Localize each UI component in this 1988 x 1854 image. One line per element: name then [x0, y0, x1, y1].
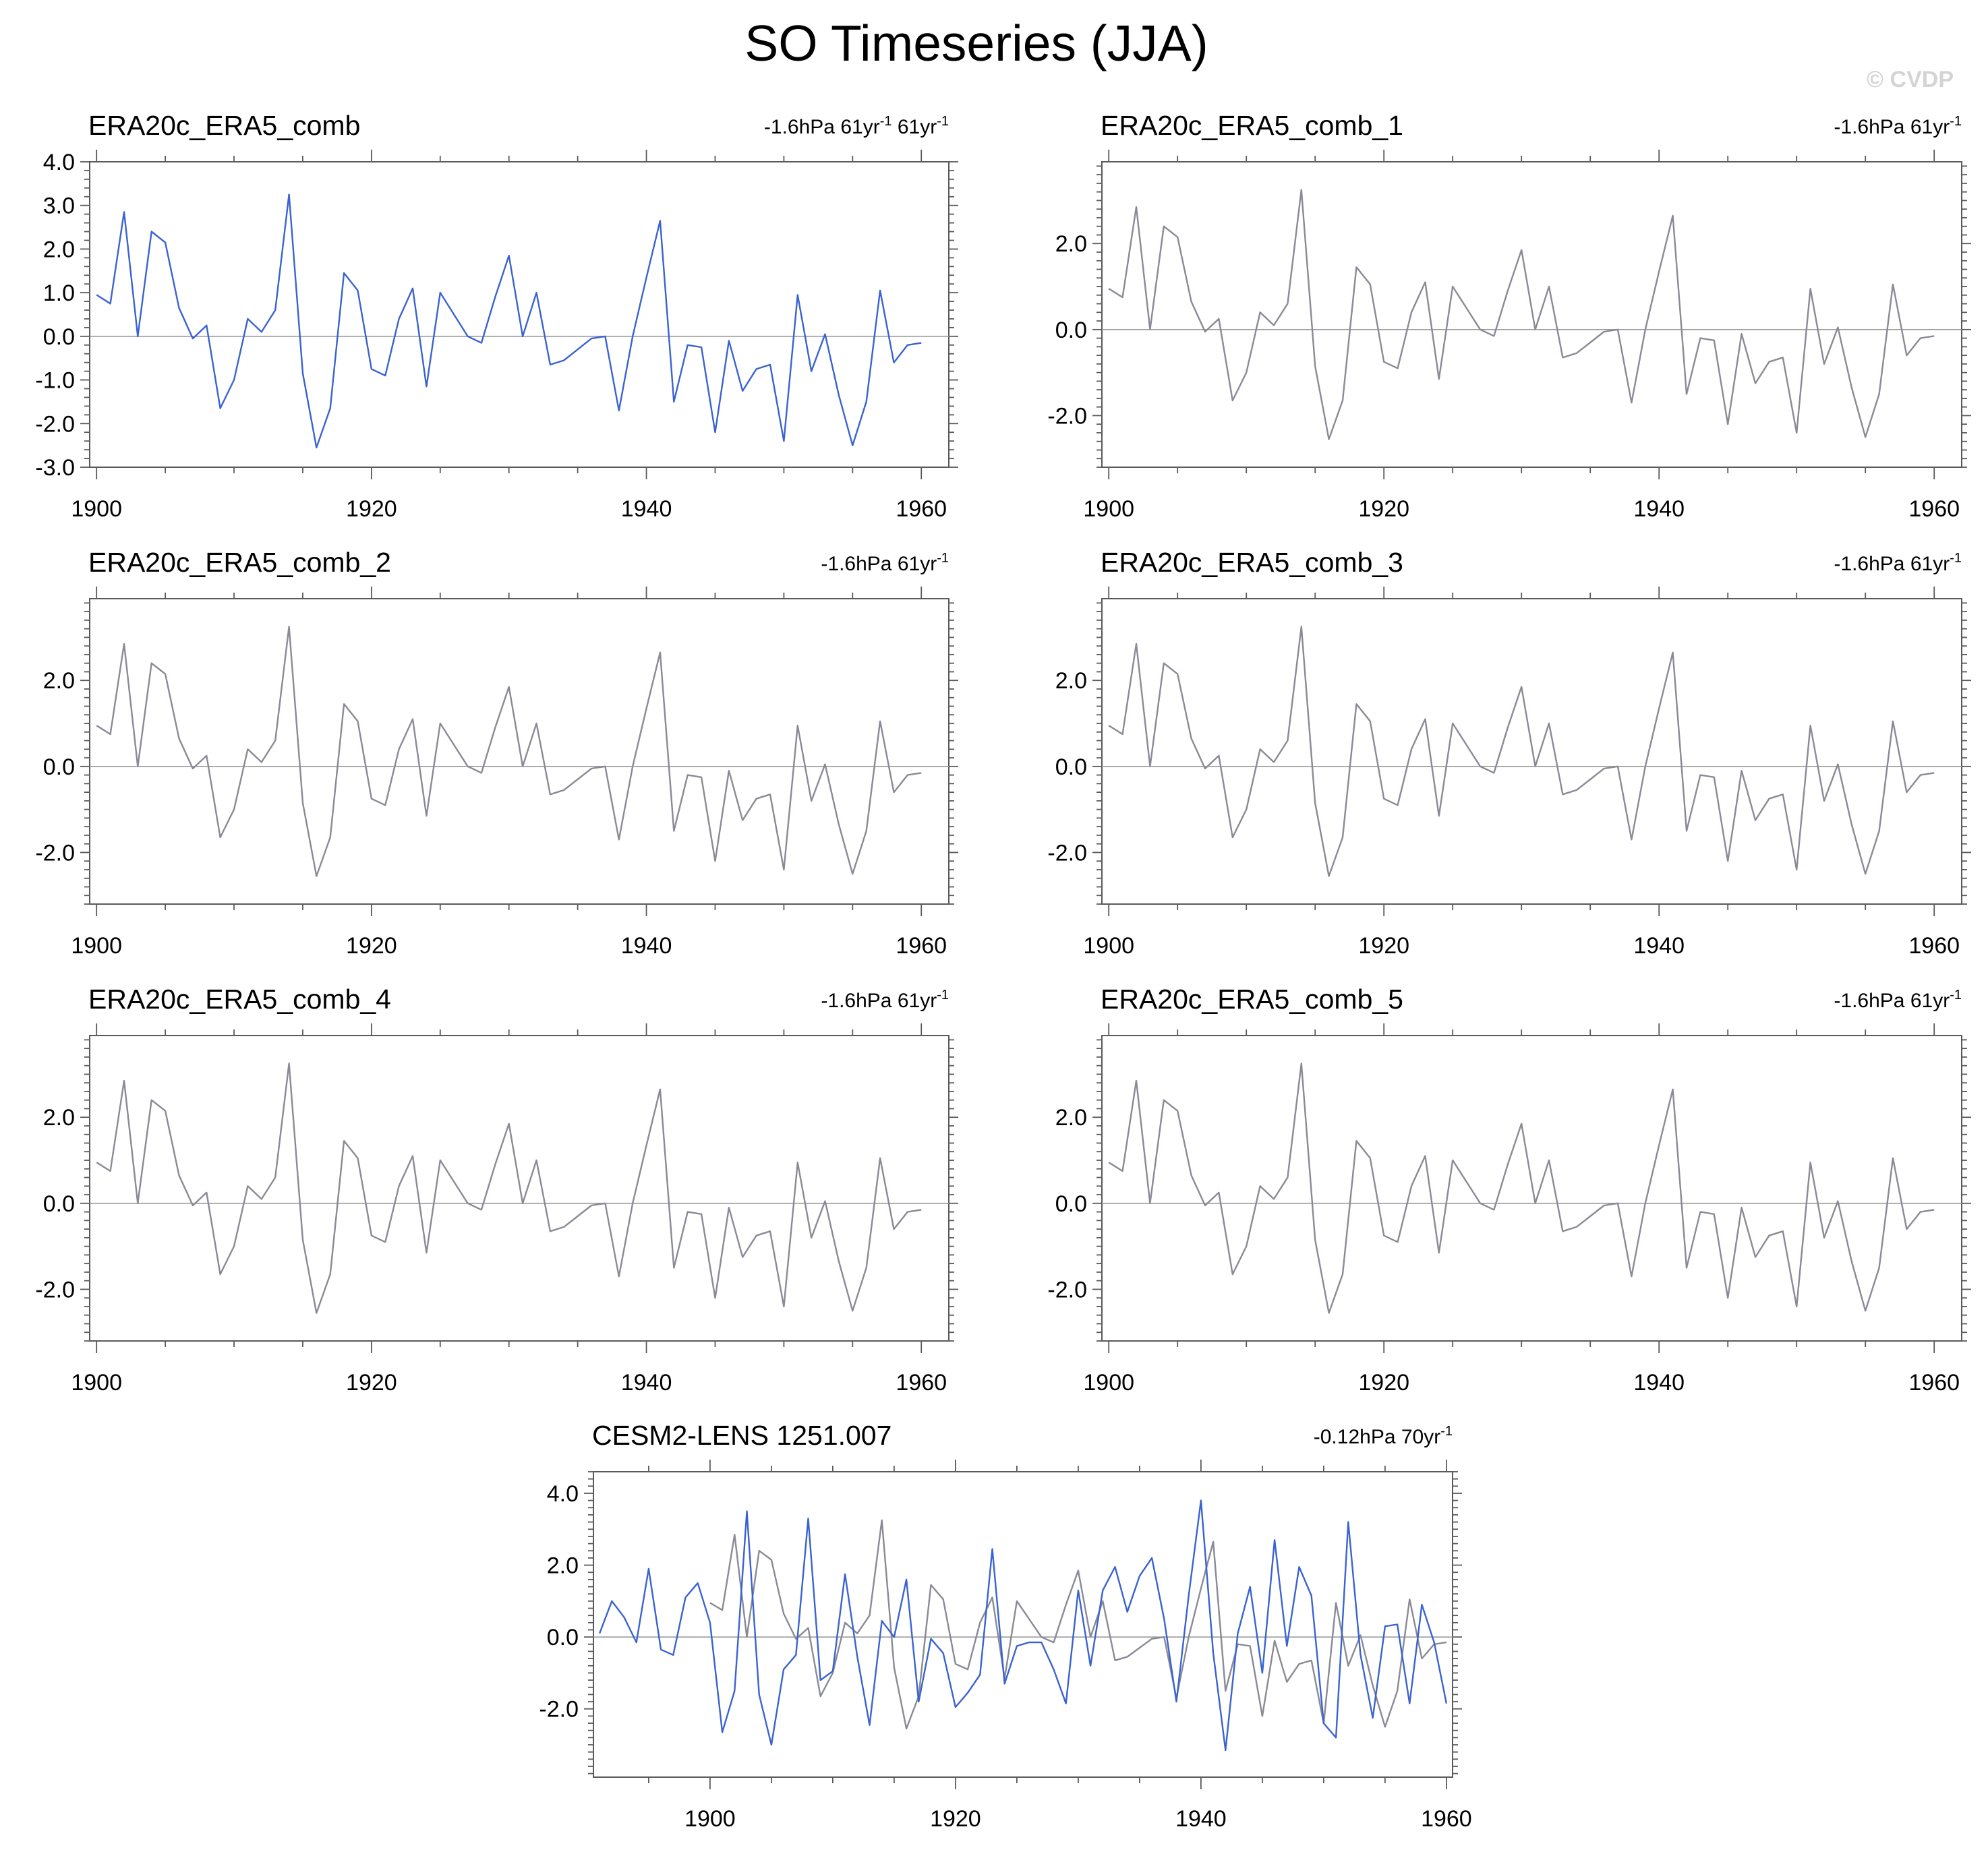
panel-2: ERA20c_ERA5_comb_1 -1.6hPa 61yr-1 2.0 0.0 -2…: [1047, 110, 1971, 522]
series-line-observations: [96, 193, 922, 449]
x-tick-label: 1940: [621, 496, 672, 522]
x-tick-label: 1920: [346, 496, 397, 522]
series-line-observations_background: [96, 1063, 922, 1314]
plot-frame: [1101, 598, 1962, 905]
series-line-observations_background: [1108, 626, 1935, 877]
y-tick-label: 2.0: [1055, 1105, 1087, 1131]
panel-4: ERA20c_ERA5_comb_3 -1.6hPa 61yr-1 2.0 0.0 -2…: [1047, 547, 1971, 959]
y-tick-label: 0.0: [1055, 754, 1087, 780]
x-tick-label: 1940: [621, 933, 672, 959]
panel-title: ERA20c_ERA5_comb: [88, 110, 360, 141]
x-tick-label: 1920: [930, 1806, 981, 1832]
x-tick-label: 1900: [1083, 1370, 1134, 1396]
y-tick-label: 2.0: [43, 1105, 75, 1131]
trend-label: -0.12hPa 70yr-1: [1314, 1424, 1453, 1448]
panel-6: ERA20c_ERA5_comb_5 -1.6hPa 61yr-1 2.0 0.0 -2…: [1047, 984, 1971, 1396]
x-tick-label: 1900: [1083, 496, 1134, 522]
plot-frame: [89, 598, 949, 905]
x-tick-label: 1960: [1908, 1370, 1960, 1396]
y-tick-label: -2.0: [1047, 403, 1087, 429]
trend-label: -1.6hPa 61yr-1 61yr-1: [764, 114, 949, 138]
x-tick-label: 1940: [1633, 1370, 1685, 1396]
x-tick-label: 1920: [1358, 933, 1409, 959]
y-tick-label: 4.0: [547, 1481, 579, 1507]
x-tick-label: 1940: [1633, 933, 1685, 959]
y-tick-label: 2.0: [43, 668, 75, 694]
x-tick-label: 1940: [621, 1370, 672, 1396]
y-tick-label: -1.0: [35, 368, 75, 394]
y-tick-label: -2.0: [35, 840, 75, 866]
y-tick-label: -2.0: [1047, 840, 1087, 866]
y-tick-label: 3.0: [43, 193, 75, 219]
x-tick-label: 1920: [346, 933, 397, 959]
y-tick-label: 0.0: [43, 1191, 75, 1217]
trend-label: -1.6hPa 61yr-1: [821, 988, 949, 1012]
trend-label: -1.6hPa 61yr-1: [821, 551, 949, 575]
plot-frame: [89, 1035, 949, 1342]
x-tick-label: 1940: [1633, 496, 1685, 522]
panel-1: ERA20c_ERA5_comb -1.6hPa 61yr-1 61yr-1 4.0…: [35, 110, 958, 522]
series-line-observations_background: [96, 626, 922, 877]
panel-5: ERA20c_ERA5_comb_4 -1.6hPa 61yr-1 2.0 0.0 -2…: [35, 984, 958, 1396]
x-tick-label: 1960: [1421, 1806, 1472, 1832]
series-line-observations_background: [1108, 189, 1935, 440]
series-line-observations_background: [1108, 1063, 1935, 1314]
x-tick-label: 1900: [1083, 933, 1134, 959]
y-tick-label: -2.0: [539, 1697, 579, 1723]
y-tick-label: 2.0: [547, 1553, 579, 1579]
plot-frame: [1101, 161, 1962, 468]
y-tick-label: 2.0: [43, 237, 75, 262]
x-tick-label: 1960: [1908, 933, 1960, 959]
panel-title: ERA20c_ERA5_comb_1: [1101, 110, 1403, 141]
plot-frame: [593, 1471, 1453, 1778]
x-tick-label: 1920: [1358, 1370, 1409, 1396]
y-tick-label: 0.0: [1055, 1191, 1087, 1217]
trend-label: -1.6hPa 61yr-1: [1834, 988, 1962, 1012]
x-tick-label: 1960: [896, 496, 947, 522]
y-tick-label: 0.0: [1055, 318, 1087, 343]
panel-title: ERA20c_ERA5_comb_2: [88, 547, 391, 578]
y-tick-label: 4.0: [43, 150, 75, 175]
panel-7: CESM2-LENS 1251.007 -0.12hPa 70yr-1 4.0 2.0…: [539, 1420, 1471, 1832]
x-tick-label: 1920: [1358, 496, 1409, 522]
y-tick-label: 1.0: [43, 280, 75, 306]
x-tick-label: 1940: [1175, 1806, 1227, 1832]
y-tick-label: -3.0: [35, 455, 75, 481]
x-tick-label: 1920: [346, 1370, 397, 1396]
y-tick-label: -2.0: [35, 1277, 75, 1303]
panel-title: ERA20c_ERA5_comb_4: [88, 984, 391, 1015]
x-tick-label: 1900: [684, 1806, 736, 1832]
panel-title: ERA20c_ERA5_comb_3: [1101, 547, 1403, 578]
trend-label: -1.6hPa 61yr-1: [1834, 551, 1962, 575]
y-tick-label: 0.0: [43, 324, 75, 350]
y-tick-label: 0.0: [43, 754, 75, 780]
panel-title: CESM2-LENS 1251.007: [592, 1420, 891, 1451]
y-tick-label: -2.0: [35, 411, 75, 437]
figure-title: SO Timeseries (JJA): [744, 15, 1208, 71]
trend-label: -1.6hPa 61yr-1: [1834, 114, 1962, 138]
x-tick-label: 1960: [1908, 496, 1960, 522]
y-tick-label: 2.0: [1055, 231, 1087, 257]
panel-title: ERA20c_ERA5_comb_5: [1101, 984, 1403, 1015]
series-line-observations_background: [709, 1519, 1447, 1730]
panels-container: ERA20c_ERA5_comb -1.6hPa 61yr-1 61yr-1 4.0…: [35, 110, 1971, 1832]
x-tick-label: 1960: [896, 933, 947, 959]
x-tick-label: 1900: [71, 933, 122, 959]
x-tick-label: 1900: [71, 496, 122, 522]
x-tick-label: 1900: [71, 1370, 122, 1396]
plot-frame: [1101, 1035, 1962, 1342]
panel-3: ERA20c_ERA5_comb_2 -1.6hPa 61yr-1 2.0 0.0 -2…: [35, 547, 958, 959]
y-tick-label: -2.0: [1047, 1277, 1087, 1303]
y-tick-label: 0.0: [547, 1625, 579, 1650]
cvdp-watermark: © CVDP: [1867, 67, 1954, 92]
plot-frame: [89, 161, 949, 468]
x-tick-label: 1960: [896, 1370, 947, 1396]
y-tick-label: 2.0: [1055, 668, 1087, 694]
series-line-model: [598, 1499, 1448, 1752]
